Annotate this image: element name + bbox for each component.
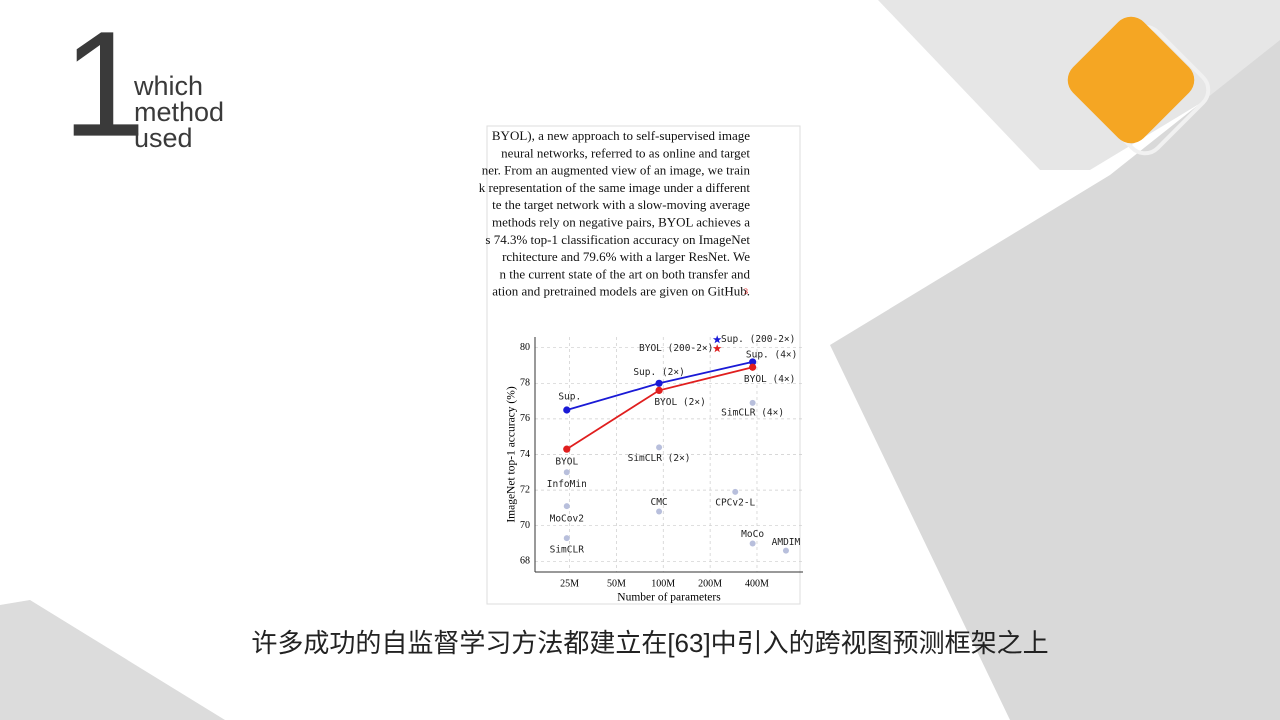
y-tick-label: 70	[520, 520, 530, 531]
series-point	[749, 363, 757, 371]
point-label: BYOL (2×)	[654, 397, 705, 408]
point	[732, 488, 739, 495]
point	[563, 535, 570, 542]
badge-line: used	[134, 123, 193, 153]
paper-line: te the target network with a slow-moving…	[492, 197, 750, 212]
bg-shape	[830, 40, 1280, 720]
paper-line: methods rely on negative pairs, BYOL ach…	[492, 214, 750, 229]
x-tick-label: 400M	[745, 578, 769, 589]
footnote-mark: 3	[744, 287, 748, 296]
x-tick-label: 200M	[698, 578, 722, 589]
point	[749, 399, 756, 406]
point-label: SimCLR (4×)	[721, 407, 784, 418]
x-tick-label: 100M	[651, 578, 675, 589]
point-label: Sup. (200-2×)	[721, 334, 795, 345]
point-label: Sup.	[558, 391, 581, 402]
series-point	[655, 379, 663, 387]
point-label: Sup. (2×)	[633, 367, 684, 378]
paper-line: neural networks, referred to as online a…	[501, 145, 750, 160]
y-tick-label: 74	[520, 449, 530, 460]
point-label: Sup. (4×)	[746, 349, 797, 360]
point-label: BYOL (200-2×)	[639, 343, 713, 354]
paper-line: rchitecture and 79.6% with a larger ResN…	[502, 249, 750, 264]
subtitle: 许多成功的自监督学习方法都建立在[63]中引入的跨视图预测框架之上	[251, 628, 1048, 658]
badge-line: method	[134, 97, 224, 127]
paper-text: BYOL), a new approach to self-supervised…	[479, 128, 751, 299]
series-point	[749, 358, 757, 366]
point-label: SimCLR	[550, 545, 585, 556]
star-point	[712, 335, 722, 344]
point	[563, 469, 570, 476]
series-point	[563, 406, 571, 414]
paper-line: ner. From an augmented view of an image,…	[482, 163, 751, 178]
point-label: AMDIM	[772, 537, 801, 548]
point-label: MoCo	[741, 529, 764, 540]
paper-line: BYOL), a new approach to self-supervised…	[492, 128, 750, 143]
x-axis-title: Number of parameters	[617, 592, 721, 604]
point-label: CPCv2-L	[715, 497, 755, 508]
badge-number: 1	[62, 0, 145, 168]
point	[782, 547, 789, 554]
bg-shape	[0, 600, 225, 720]
paper-line: s 74.3% top-1 classification accuracy on…	[485, 232, 750, 247]
point-label: CMC	[650, 497, 667, 508]
point-label: SimCLR (2×)	[628, 453, 691, 464]
y-tick-label: 68	[520, 556, 530, 567]
point	[656, 444, 663, 451]
y-tick-label: 72	[520, 484, 530, 495]
y-tick-label: 78	[520, 378, 530, 389]
paper-line: n the current state of the art on both t…	[499, 266, 750, 281]
star-point	[712, 344, 722, 353]
point	[656, 508, 663, 515]
chart: 68 70 72 74 76 78 80 25M 50M 100M 200M 400M Number o…	[506, 334, 803, 604]
point-label: InfoMin	[547, 479, 587, 490]
x-tick-label: 50M	[607, 578, 626, 589]
point-label: BYOL	[555, 457, 578, 468]
point-label: BYOL (4×)	[744, 374, 795, 385]
series-point	[563, 445, 571, 453]
point	[563, 503, 570, 510]
badge-line: which	[133, 71, 203, 101]
y-tick-label: 80	[520, 342, 530, 353]
paper-sheet	[486, 125, 801, 605]
paper-line: ation and pretrained models are given on…	[492, 284, 750, 299]
deco-square	[1067, 16, 1195, 144]
x-tick-label: 25M	[560, 578, 579, 589]
series-point	[655, 386, 663, 395]
paper-line: k representation of the same image under…	[479, 180, 751, 195]
y-tick-label: 76	[520, 413, 530, 424]
y-axis-title: ImageNet top-1 accuracy (%)	[506, 386, 518, 522]
point-label: MoCov2	[550, 514, 584, 525]
point	[749, 540, 756, 547]
